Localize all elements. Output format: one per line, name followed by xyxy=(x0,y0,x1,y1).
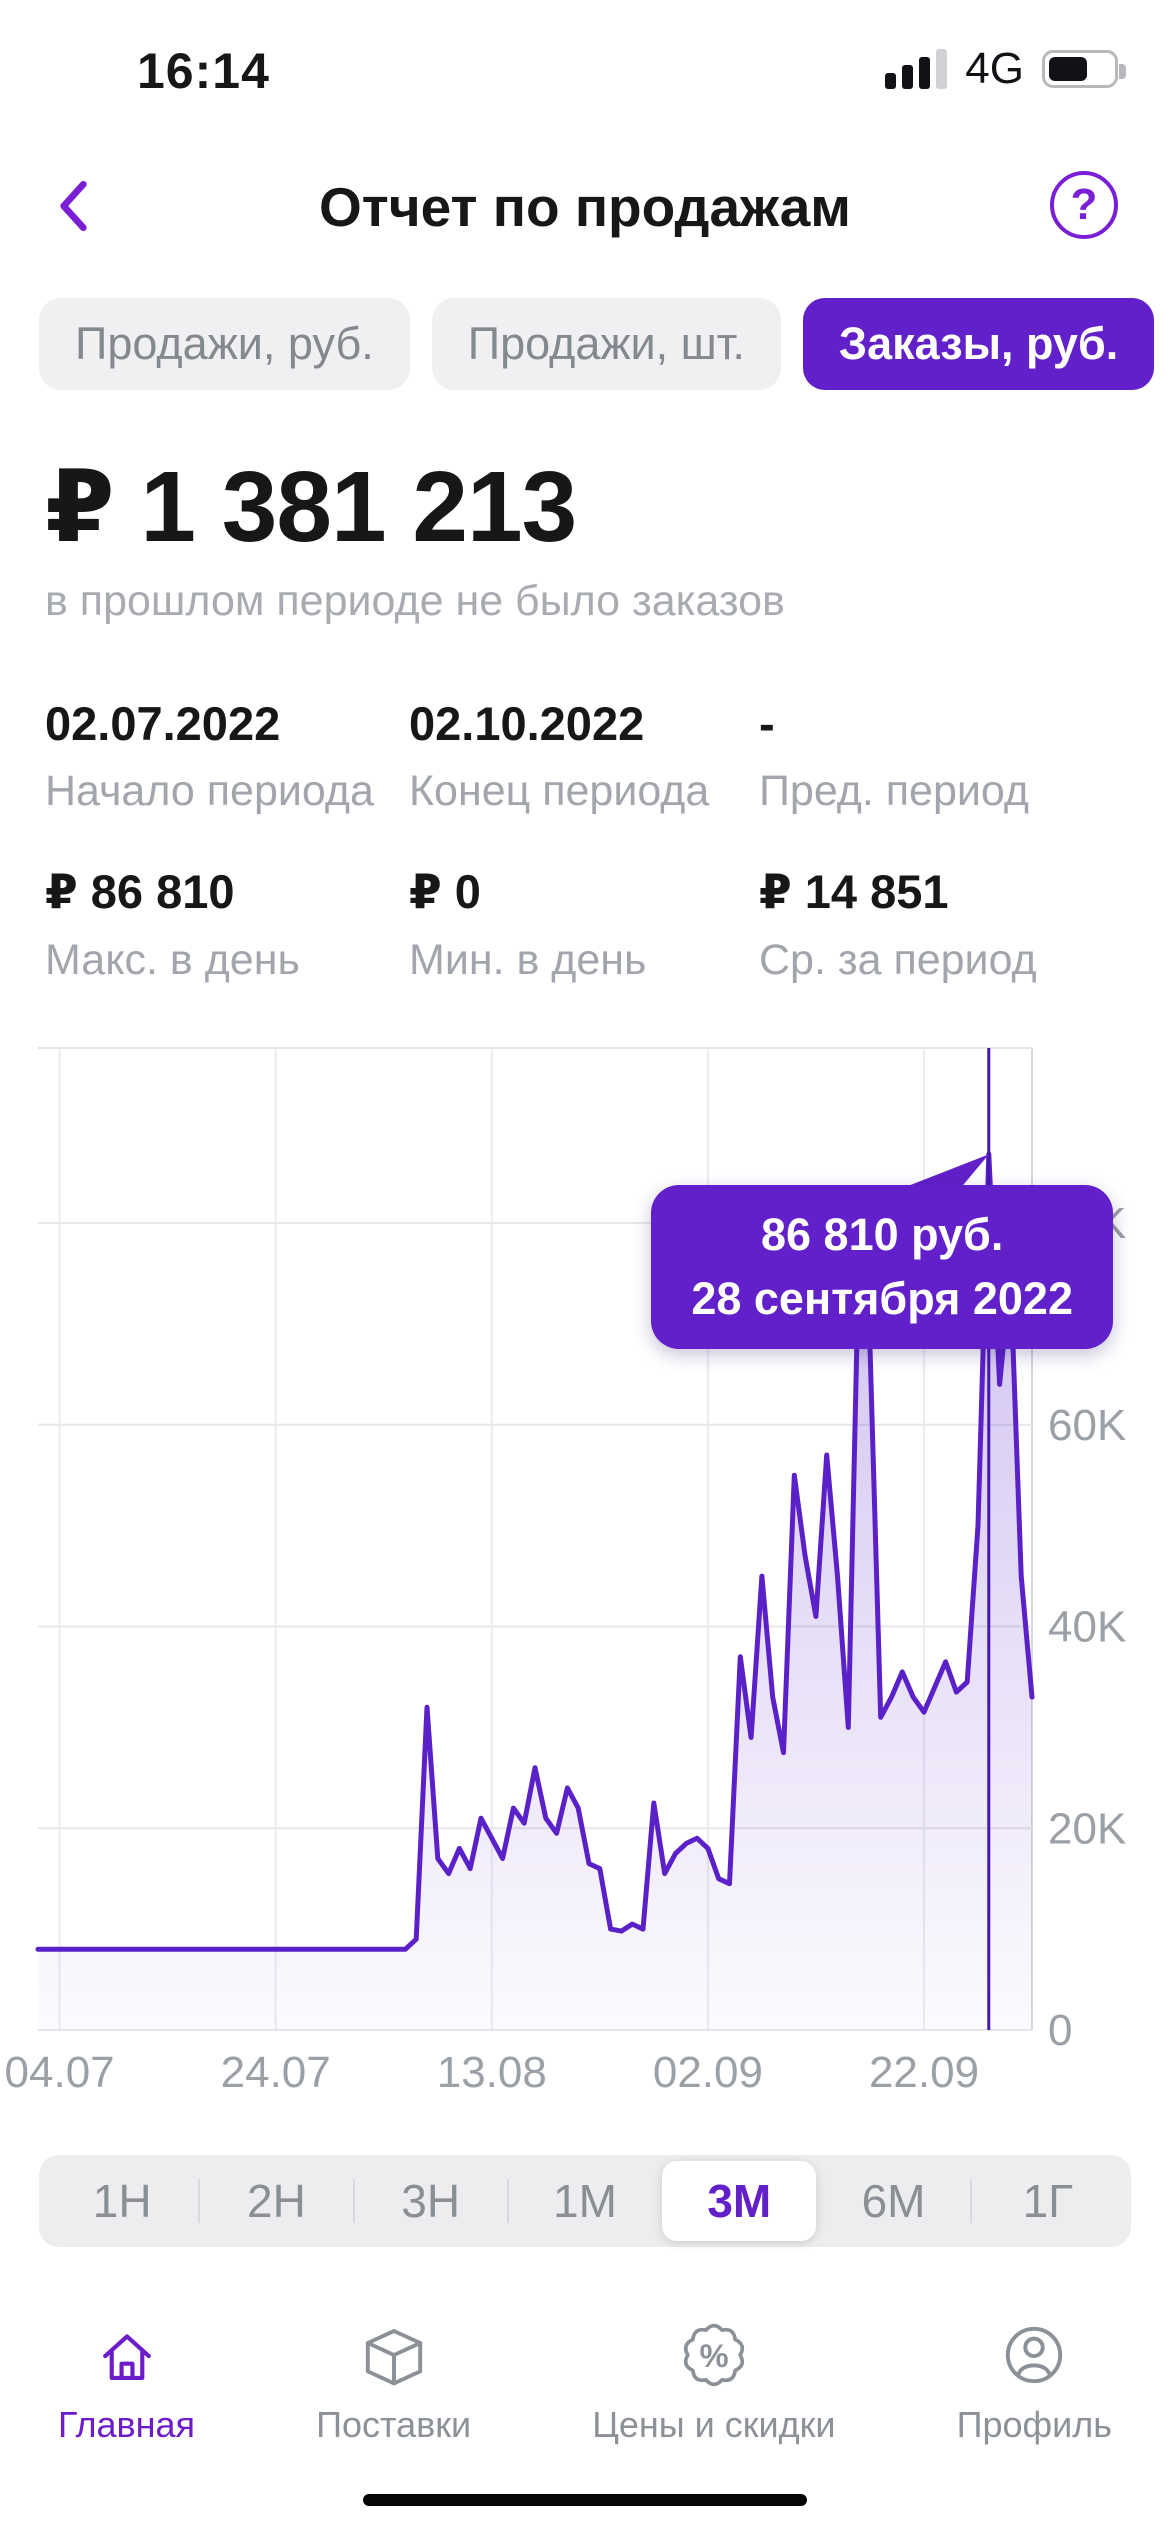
box-icon xyxy=(358,2322,430,2388)
period-6m[interactable]: 6М xyxy=(861,2175,926,2227)
stat-value: 02.07.2022 xyxy=(45,697,281,750)
tab-bar: Главная Поставки % Цены и скидки xyxy=(0,2322,1170,2446)
svg-text:60K: 60K xyxy=(1048,1401,1126,1450)
period-3w[interactable]: 3Н xyxy=(352,2161,508,2241)
stats-grid: 02.07.2022 Начало периода 02.10.2022 Кон… xyxy=(45,696,1150,985)
svg-text:40K: 40K xyxy=(1048,1603,1126,1652)
status-time: 16:14 xyxy=(137,43,270,99)
stat-value: ₽ 0 xyxy=(409,865,481,918)
period-2w[interactable]: 2Н xyxy=(198,2161,353,2241)
stat-min-per-day: ₽ 0 Мин. в день xyxy=(409,864,759,985)
chip-sales-pcs[interactable]: Продажи, шт. xyxy=(431,298,781,390)
stat-value: 02.10.2022 xyxy=(409,697,645,750)
stat-label: Конец периода xyxy=(409,767,710,815)
help-button[interactable]: ? xyxy=(1050,171,1118,239)
stat-max-per-day: ₽ 86 810 Макс. в день xyxy=(45,864,409,985)
status-indicators: 4G xyxy=(885,44,1126,94)
battery-icon xyxy=(1042,50,1126,88)
stat-label: Ср. за период xyxy=(759,936,1037,984)
page-title: Отчет по продажам xyxy=(319,176,851,238)
stat-period-end: 02.10.2022 Конец периода xyxy=(409,696,759,816)
tab-supplies[interactable]: Поставки xyxy=(316,2322,471,2446)
question-mark-icon: ? xyxy=(1070,180,1098,229)
stat-value: ₽ 14 851 xyxy=(759,865,949,918)
status-bar: 16:14 4G xyxy=(0,0,1170,130)
period-3m[interactable]: 3М xyxy=(662,2161,817,2241)
chevron-left-icon xyxy=(53,175,93,240)
total-orders-amount: ₽ 1 381 213 xyxy=(45,451,577,563)
stat-value: - xyxy=(759,697,775,750)
tooltip-value: 86 810 руб. xyxy=(760,1209,1004,1260)
tab-home[interactable]: Главная xyxy=(58,2322,195,2446)
svg-text:0: 0 xyxy=(1048,2006,1072,2055)
chip-sales-rub[interactable]: Продажи, руб. xyxy=(39,298,410,390)
svg-text:24.07: 24.07 xyxy=(221,2048,331,2097)
svg-text:20K: 20K xyxy=(1048,1804,1126,1853)
chart-tooltip: 86 810 руб. 28 сентября 2022 xyxy=(651,1185,1113,1349)
chip-orders-rub[interactable]: Заказы, руб. xyxy=(802,298,1155,390)
tab-label: Цены и скидки xyxy=(592,2404,836,2445)
previous-period-note: в прошлом периоде не было заказов xyxy=(45,577,785,625)
stat-label: Мин. в день xyxy=(409,936,647,984)
battery-nub xyxy=(1119,64,1126,79)
tab-label: Профиль xyxy=(956,2404,1112,2445)
tab-prices-discounts[interactable]: % Цены и скидки xyxy=(592,2322,835,2446)
home-indicator[interactable] xyxy=(363,2494,807,2506)
period-segmented-control: 1Н 2Н 3Н 1М 3М 6М 1Г xyxy=(39,2155,1131,2247)
metric-chips: Продажи, руб. Продажи, шт. Заказы, руб. … xyxy=(0,298,1170,390)
period-1w[interactable]: 1Н xyxy=(92,2175,152,2227)
header: Отчет по продажам ? xyxy=(0,168,1170,246)
stat-label: Пред. период xyxy=(759,767,1029,815)
cellular-signal-icon xyxy=(885,49,948,89)
stat-label: Макс. в день xyxy=(45,936,300,984)
tab-label: Главная xyxy=(58,2404,196,2445)
battery-fill xyxy=(1049,57,1087,81)
stat-label: Начало периода xyxy=(45,767,374,815)
tab-label: Поставки xyxy=(316,2404,472,2445)
svg-text:%: % xyxy=(699,2337,728,2374)
stat-avg-per-period: ₽ 14 851 Ср. за период xyxy=(759,864,1150,985)
stat-value: ₽ 86 810 xyxy=(45,865,235,918)
network-type-label: 4G xyxy=(965,44,1024,93)
tab-profile[interactable]: Профиль xyxy=(957,2322,1112,2446)
svg-text:02.09: 02.09 xyxy=(653,2048,763,2097)
back-button[interactable] xyxy=(38,172,108,242)
period-1y[interactable]: 1Г xyxy=(969,2161,1125,2241)
svg-text:22.09: 22.09 xyxy=(869,2048,979,2097)
svg-text:04.07: 04.07 xyxy=(5,2048,115,2097)
period-1m[interactable]: 1М xyxy=(506,2161,662,2241)
stat-prev-period: - Пред. период xyxy=(759,696,1150,816)
tooltip-date: 28 сентября 2022 xyxy=(691,1272,1073,1324)
profile-icon xyxy=(998,2322,1070,2388)
svg-text:13.08: 13.08 xyxy=(437,2048,547,2097)
percent-badge-icon: % xyxy=(678,2322,750,2388)
home-icon xyxy=(91,2322,163,2388)
stat-period-start: 02.07.2022 Начало периода xyxy=(45,696,409,816)
